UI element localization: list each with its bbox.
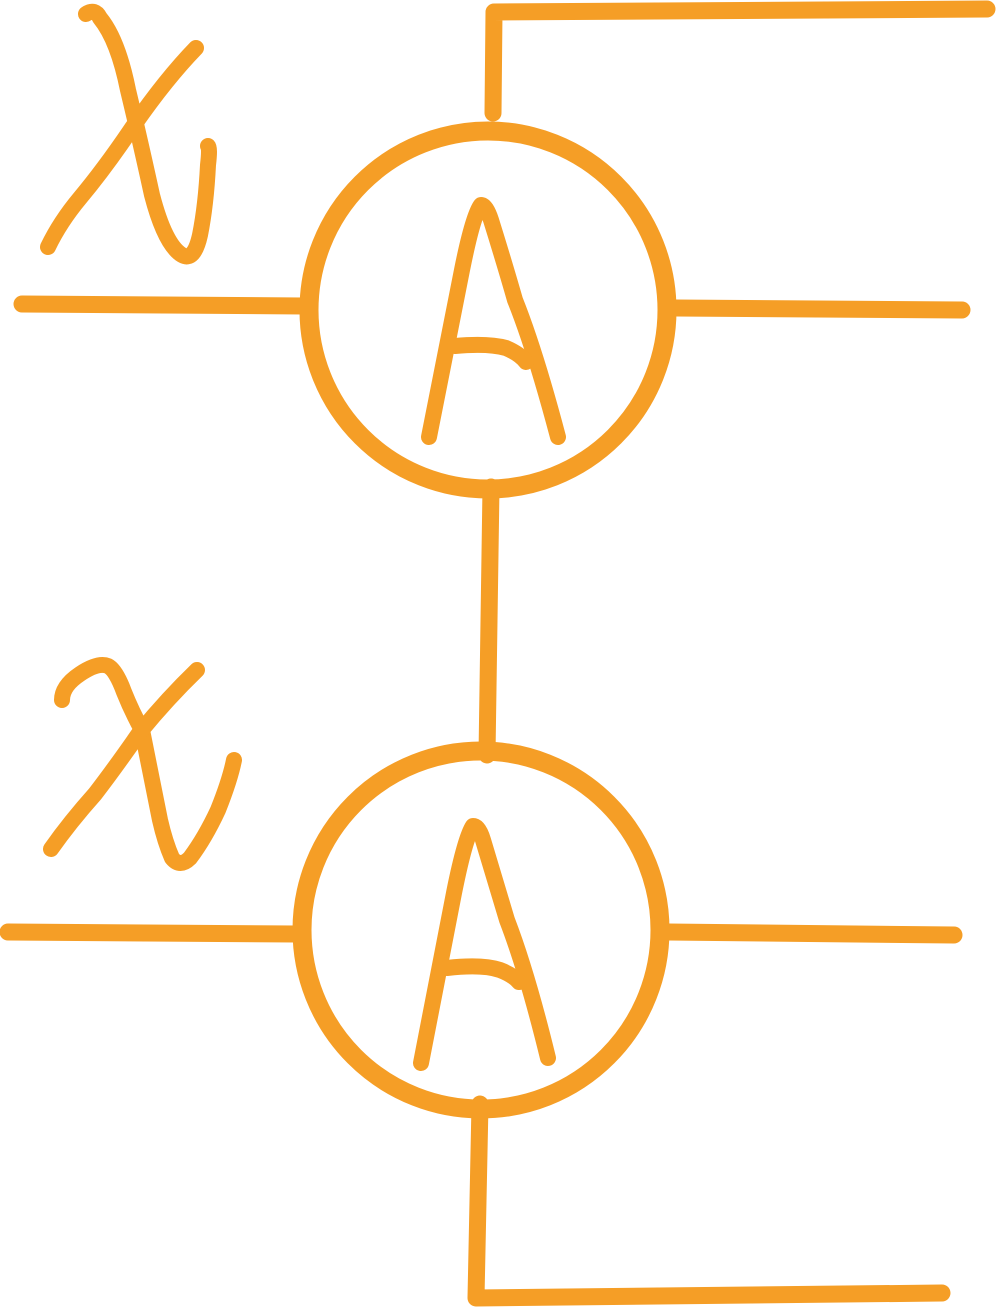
top-node-left-leg	[22, 304, 304, 306]
top-node-label-crossbar	[455, 345, 526, 362]
bottom-node-label-glyph	[421, 826, 548, 1063]
bottom-node-label: A	[0, 0, 548, 1063]
bottom-node-label-crossbar	[447, 966, 519, 982]
bottom-node-down-leg	[476, 1104, 942, 1298]
bottom-node-right-leg	[668, 932, 954, 935]
bottom-node-circle	[302, 751, 660, 1109]
bond-between-nodes	[487, 487, 491, 755]
top-node-label-glyph	[429, 205, 558, 437]
bottom-node-left-leg	[8, 932, 296, 934]
top-node-circle	[309, 131, 667, 489]
top-node-label: A	[0, 0, 558, 437]
top-node-up-leg	[493, 9, 987, 113]
top-node-right-leg	[675, 308, 962, 310]
top-node-input-mark: x	[0, 0, 209, 256]
bottom-node-x-stroke-1	[62, 665, 234, 863]
top-node: A x	[0, 0, 987, 489]
bottom-node: A x	[0, 0, 954, 1298]
bottom-node-input-mark: x	[0, 0, 234, 863]
